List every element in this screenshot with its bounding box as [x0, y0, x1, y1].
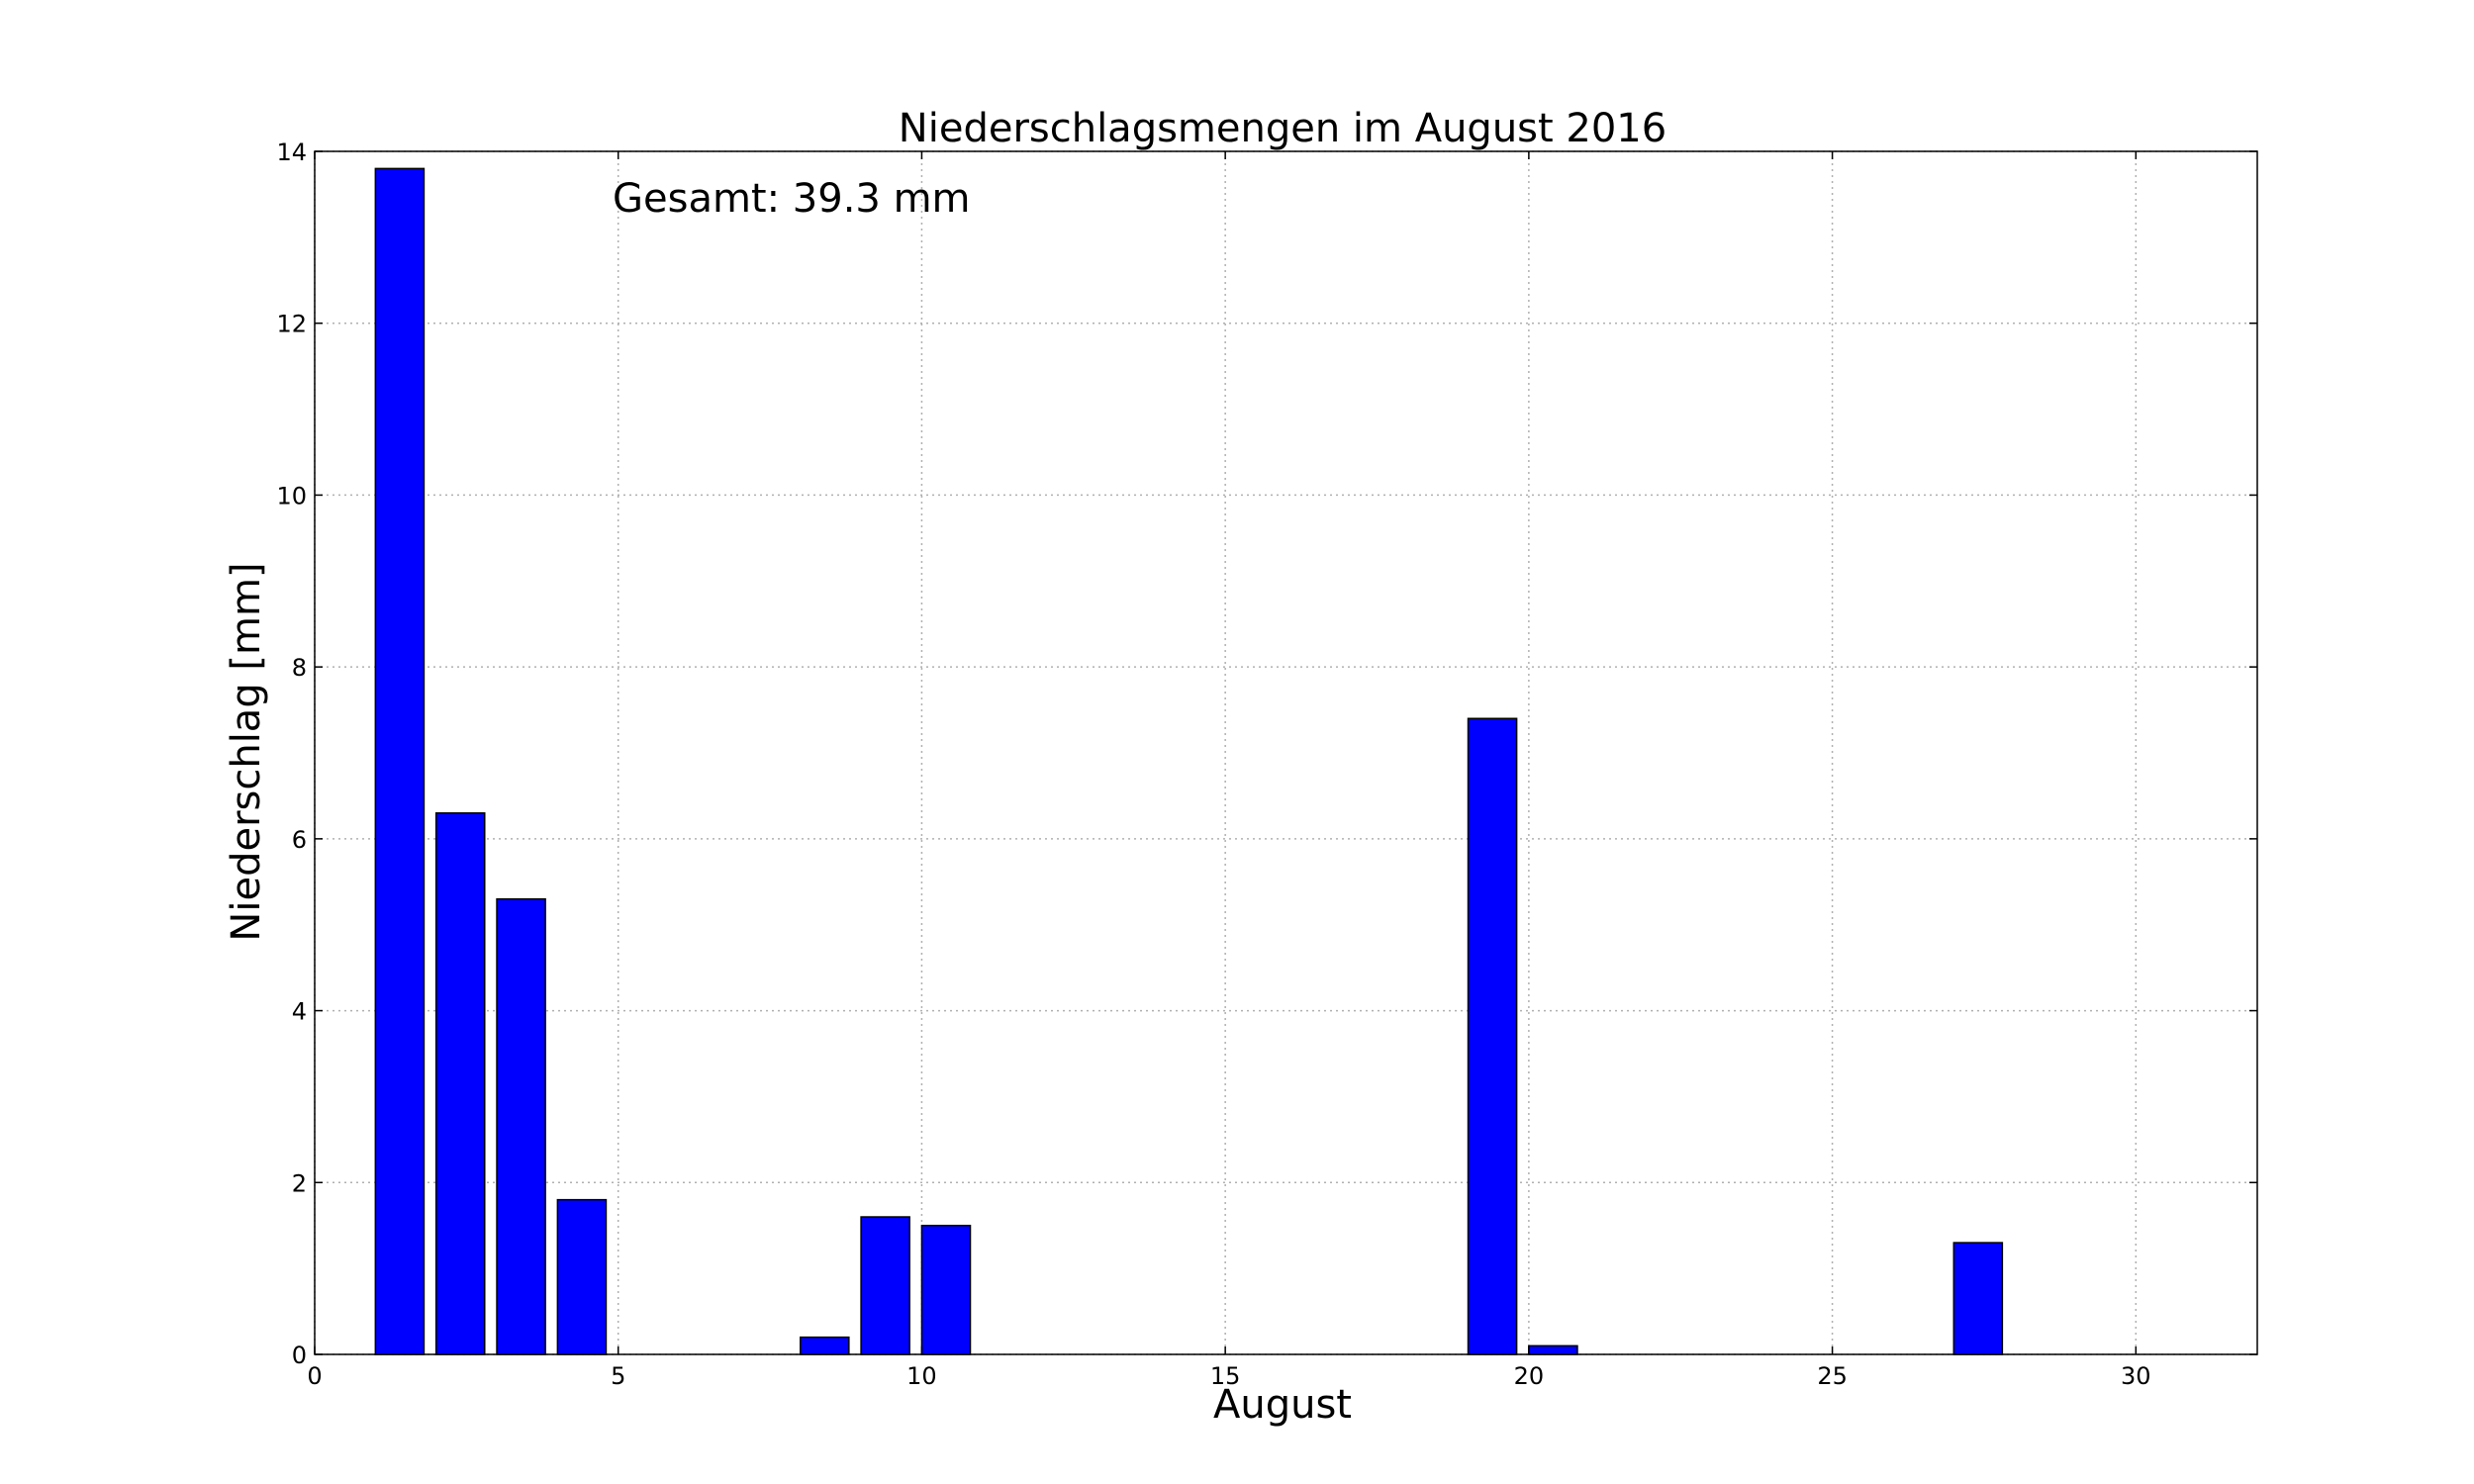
grid [314, 150, 2257, 1355]
bar-day-1 [374, 167, 426, 1355]
x-tick-label: 30 [2121, 1362, 2151, 1390]
y-tick-label: 2 [292, 1169, 307, 1197]
plot-frame [314, 150, 2258, 1355]
bar-day-9 [860, 1216, 910, 1355]
bar-day-10 [920, 1224, 972, 1355]
x-tick-label: 5 [611, 1362, 625, 1390]
x-tick-labels: 0 5 10 15 20 25 30 [307, 1362, 2150, 1390]
axis-ticks [314, 150, 2257, 1355]
bar-day-8 [800, 1336, 850, 1355]
y-tick-label: 12 [276, 311, 307, 338]
y-tick-labels: 0 2 4 6 8 10 12 14 [276, 139, 307, 1369]
bar-day-27 [1952, 1242, 2004, 1355]
total-annotation: Gesamt: 39.3 mm [613, 176, 971, 222]
bar-day-2 [434, 812, 486, 1355]
bar-day-20 [1528, 1345, 1578, 1355]
x-tick-label: 10 [906, 1362, 937, 1390]
y-axis-label: Niederschlag [mm] [224, 562, 269, 941]
y-tick-label: 0 [292, 1342, 307, 1369]
x-tick-label: 20 [1514, 1362, 1545, 1390]
x-tick-label: 0 [307, 1362, 322, 1390]
y-tick-label: 10 [276, 482, 307, 510]
y-tick-label: 8 [292, 654, 307, 682]
x-axis-label: August [1213, 1382, 1352, 1428]
chart-title: Niederschlagsmengen im August 2016 [899, 106, 1666, 151]
bar-day-4 [556, 1198, 608, 1355]
bars [374, 167, 2004, 1355]
x-tick-label: 25 [1817, 1362, 1848, 1390]
y-tick-label: 4 [292, 998, 307, 1026]
y-tick-label: 14 [276, 139, 307, 166]
bar-day-3 [496, 897, 546, 1355]
y-tick-label: 6 [292, 826, 307, 854]
x-tick-label: 15 [1210, 1362, 1241, 1390]
bar-day-19 [1467, 717, 1518, 1355]
